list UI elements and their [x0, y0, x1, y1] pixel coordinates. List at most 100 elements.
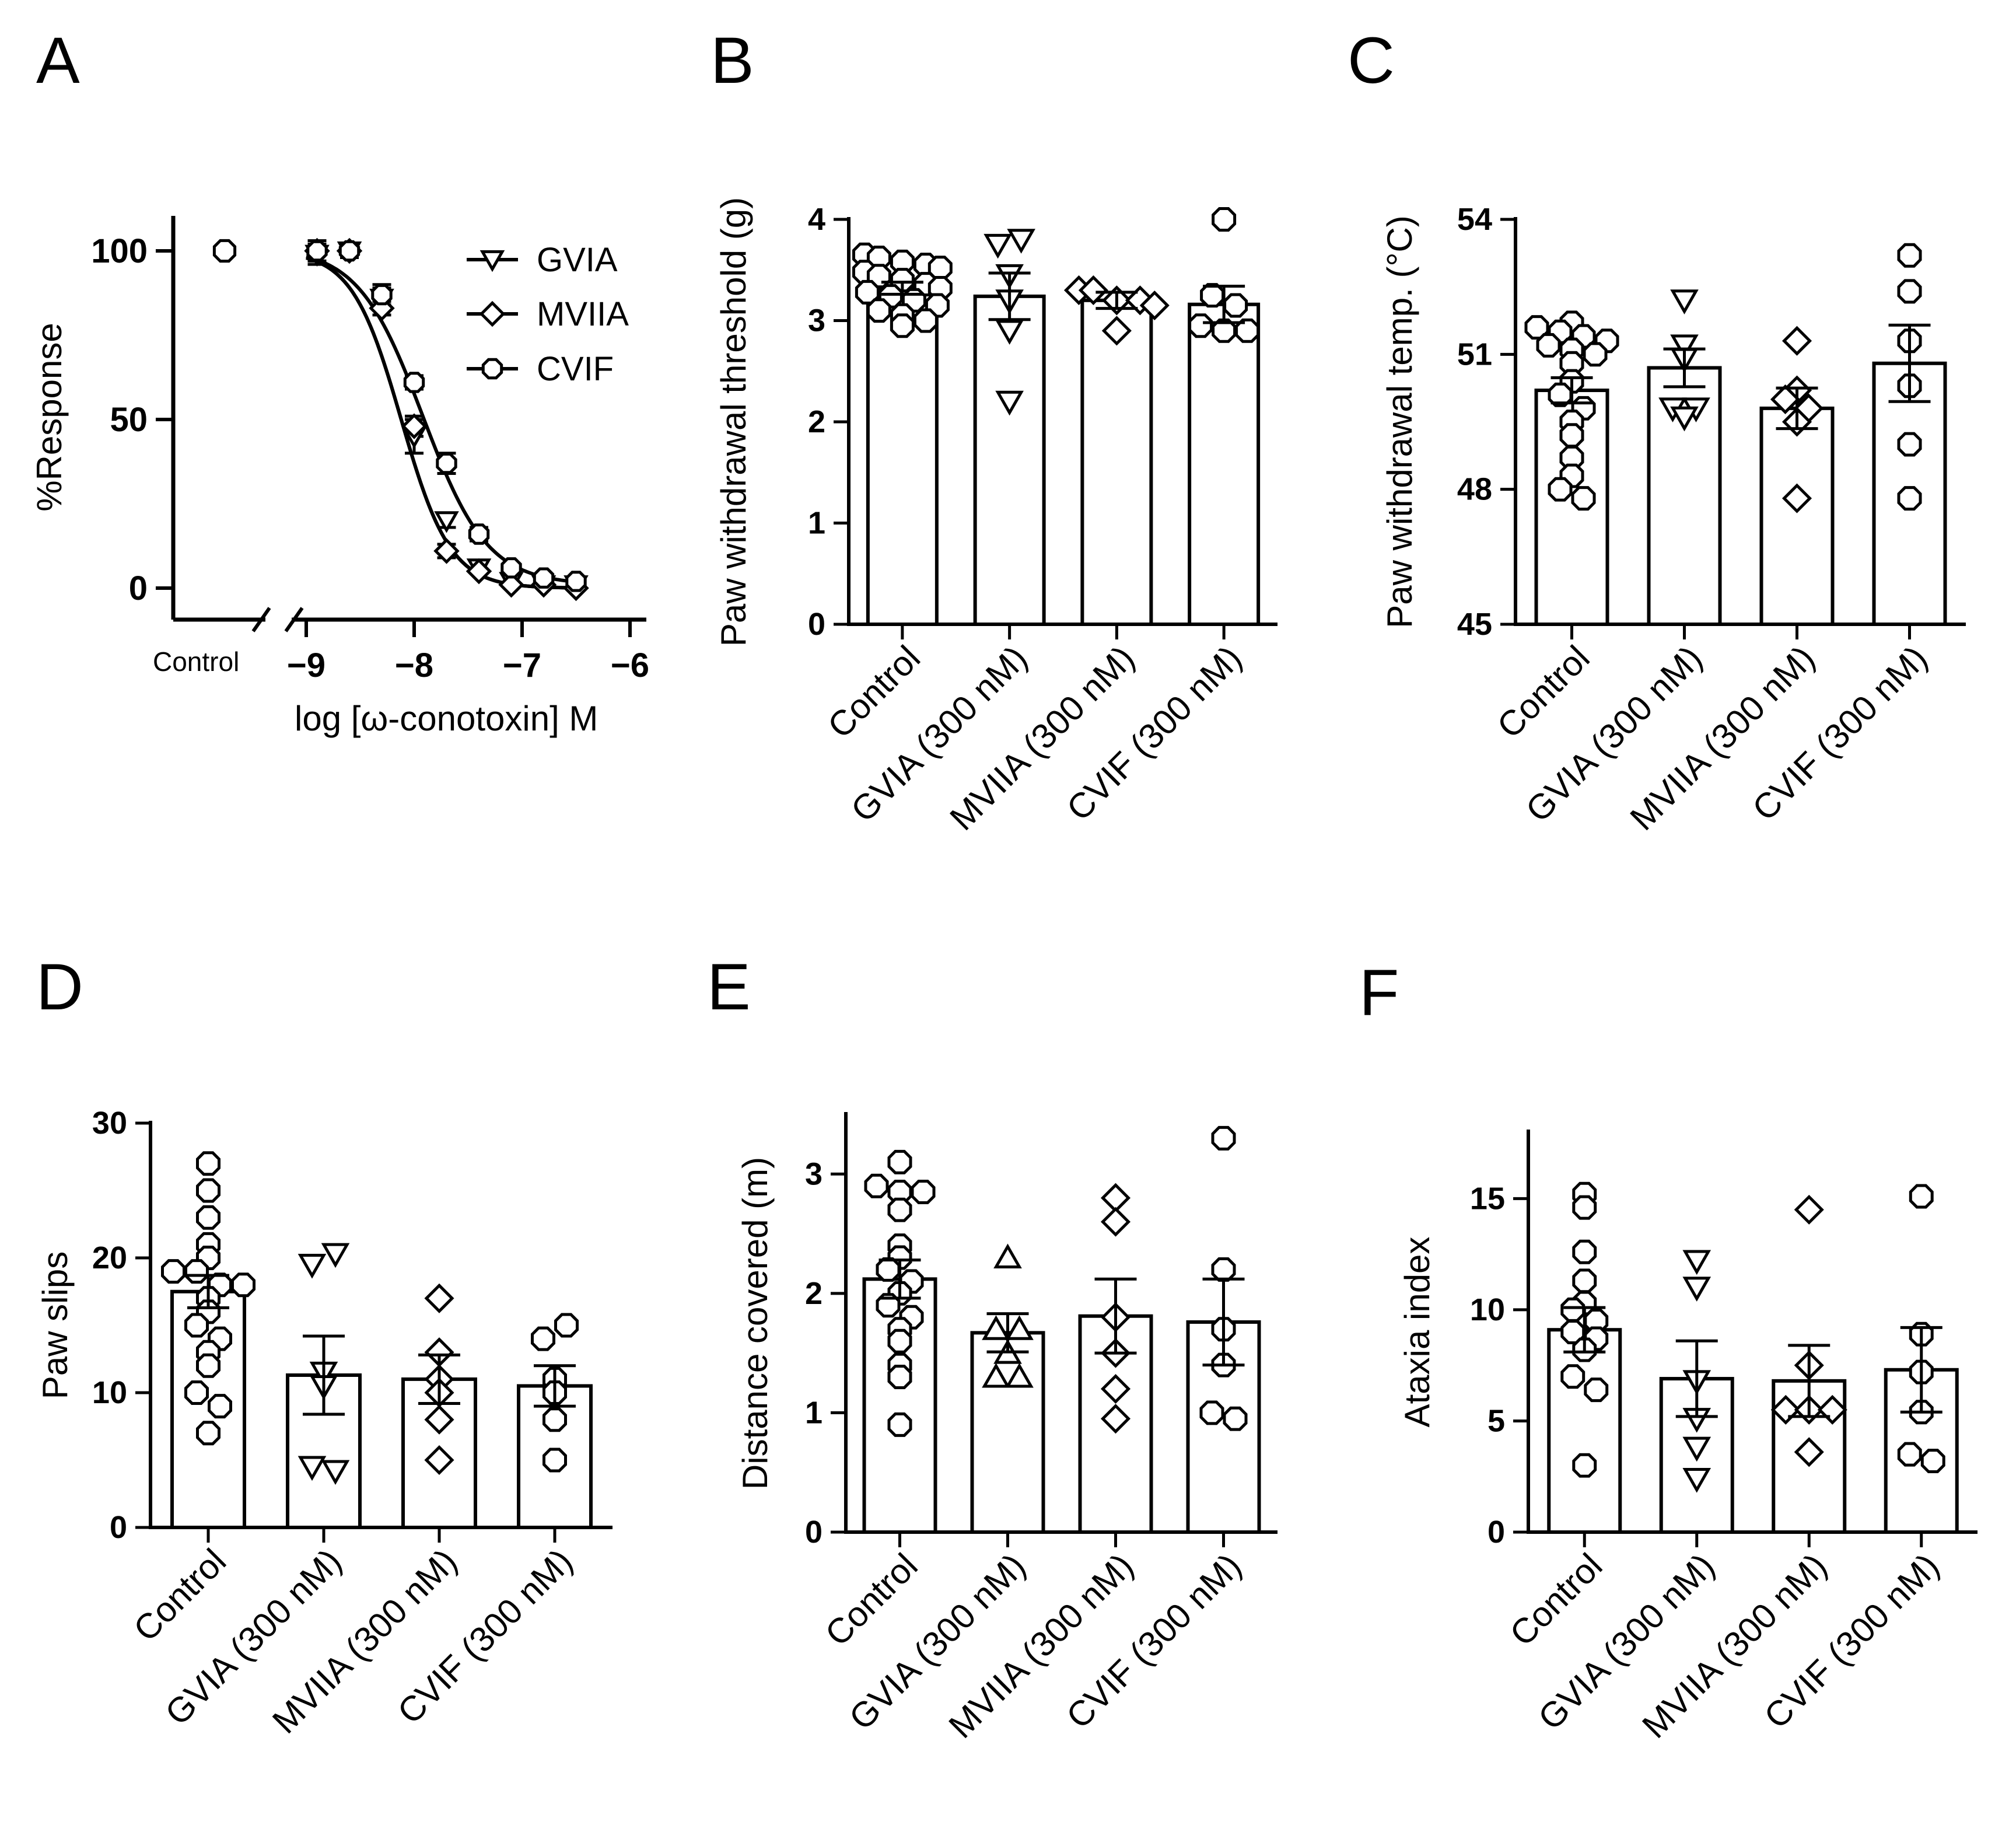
- legend-marker: [479, 300, 506, 327]
- y-tick-label: 30: [92, 1106, 127, 1141]
- data-point: [1794, 1194, 1824, 1225]
- data-point: [866, 298, 891, 323]
- data-point: [876, 1257, 901, 1282]
- x-tick-label: −8: [395, 646, 433, 684]
- bar: [1186, 1320, 1261, 1534]
- legend-label-cvif: CVIF: [537, 350, 614, 388]
- data-point-cvif: [501, 557, 522, 579]
- data-point: [531, 1326, 555, 1351]
- legend: GVIA MVIIA CVIF: [467, 241, 629, 388]
- data-point: [1007, 229, 1035, 254]
- x-tick-label: MVIIA (300 nM): [942, 638, 1142, 838]
- y-tick-label: 51: [1457, 337, 1492, 372]
- data-point: [1770, 384, 1801, 414]
- data-point: [554, 1313, 579, 1338]
- data-point: [542, 1407, 567, 1432]
- data-point: [1235, 318, 1260, 343]
- panel-label-a: A: [36, 24, 80, 97]
- data-point: [196, 1205, 220, 1230]
- bar: [1647, 366, 1722, 626]
- legend-marker: [480, 250, 505, 272]
- data-point: [982, 1315, 1010, 1340]
- data-point: [1536, 333, 1561, 358]
- data-point: [298, 1456, 327, 1481]
- data-point: [1139, 290, 1170, 321]
- y-axis-title: Paw withdrawal temp. (°C): [1380, 215, 1419, 628]
- legend-label-gvia: GVIA: [537, 241, 618, 279]
- data-point: [1211, 1257, 1236, 1282]
- data-point: [1560, 1364, 1586, 1389]
- data-point: [1100, 1404, 1131, 1434]
- data-point: [1100, 1373, 1131, 1404]
- data-point: [542, 1448, 567, 1473]
- data-point: [208, 1394, 232, 1419]
- y-tick-label: 0: [110, 1510, 127, 1545]
- fit-curves: [306, 254, 576, 590]
- data-point: [887, 1197, 912, 1222]
- data-point: [1188, 313, 1213, 338]
- y-tick-label: 15: [1470, 1181, 1505, 1216]
- data-point: [321, 1243, 350, 1268]
- y-tick-label: 50: [110, 401, 148, 439]
- control-point: [212, 239, 237, 263]
- y-tick-label: 0: [808, 607, 825, 642]
- y-tick-label: 10: [92, 1375, 127, 1410]
- error-bars: [307, 239, 488, 560]
- y-tick-label: 2: [808, 404, 825, 439]
- panel-label-c: C: [1348, 24, 1395, 97]
- y-axis-title: Paw slips: [36, 1251, 75, 1399]
- x-axis-title: log [ω-conotoxin] M: [295, 699, 598, 738]
- data-point: [1682, 1436, 1712, 1462]
- x-tick-label: −7: [503, 646, 541, 684]
- x-tick-label: Control: [1490, 638, 1597, 746]
- data-point: [887, 1365, 912, 1389]
- data-point: [424, 1404, 454, 1435]
- y-tick-label: 2: [805, 1276, 822, 1311]
- data-point-cvif: [371, 284, 393, 306]
- data-point: [1100, 1207, 1131, 1237]
- data-point: [1794, 1437, 1824, 1467]
- data-point: [887, 1149, 912, 1174]
- data-point: [424, 1445, 454, 1476]
- data-point: [161, 1259, 186, 1284]
- data-point: [1548, 477, 1573, 502]
- data-point: [1920, 1449, 1945, 1473]
- data-point: [982, 1363, 1010, 1388]
- x-tick-label: Control: [818, 1546, 925, 1653]
- data-point: [1572, 1195, 1597, 1220]
- data-point: [196, 1421, 220, 1446]
- panel-b: B Paw withdrawal threshold (g) 0 1 2 3 4 Cont…: [710, 24, 1278, 838]
- data-point: [1223, 1406, 1248, 1431]
- data-point: [1782, 326, 1812, 356]
- panel-label-b: B: [710, 24, 754, 97]
- data-point: [913, 308, 938, 333]
- y-tick-label: 20: [92, 1240, 127, 1275]
- data-point: [321, 1460, 350, 1485]
- data-point: [1223, 293, 1248, 318]
- data-point: [1897, 243, 1922, 268]
- data-point: [1212, 207, 1237, 232]
- y-tick-label: 3: [808, 303, 825, 338]
- data-point: [911, 1180, 936, 1204]
- bar: [1547, 1328, 1622, 1534]
- y-tick-label: 4: [808, 202, 825, 237]
- data-point: [887, 1328, 912, 1354]
- x-tick-label: Control: [1502, 1546, 1609, 1653]
- y-tick-label: 45: [1457, 607, 1492, 642]
- y-axis-title: %Response: [30, 323, 69, 512]
- data-point: [1101, 316, 1132, 346]
- panel-a: A 0 50 100 −9 −8 −7 −6 Control log [ω-conotoxi…: [30, 24, 649, 738]
- data-point-mviia: [401, 413, 428, 439]
- bar: [1080, 298, 1153, 626]
- data-point: [1909, 1184, 1934, 1209]
- data-point-mviia: [466, 558, 492, 585]
- y-tick-label: 0: [129, 569, 148, 607]
- legend-marker-cvif: [481, 358, 503, 380]
- data-point: [1199, 1400, 1224, 1425]
- data-point: [995, 320, 1024, 345]
- data-point-cvif: [306, 240, 328, 262]
- data-point: [1670, 289, 1699, 314]
- data-point: [1005, 1315, 1034, 1340]
